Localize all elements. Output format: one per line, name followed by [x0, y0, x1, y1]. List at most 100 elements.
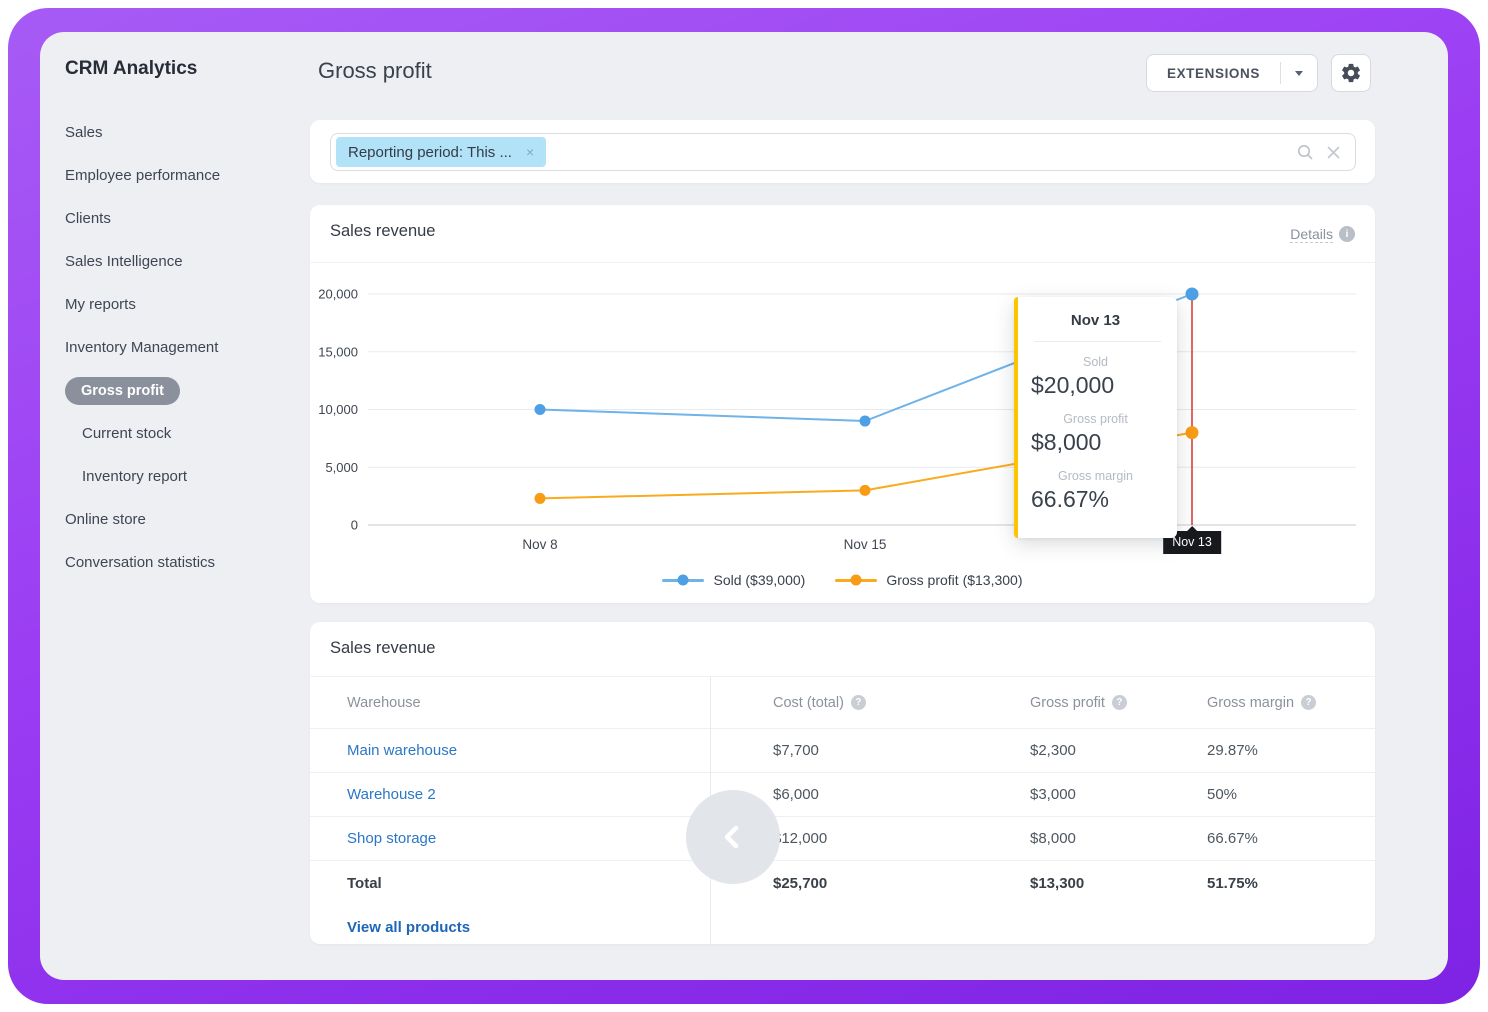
cell-gross_profit: $2,300 — [1030, 742, 1076, 759]
legend-marker — [662, 574, 705, 586]
column-header-gross_margin: Gross margin? — [1207, 695, 1375, 711]
data-point-sold[interactable] — [859, 415, 871, 427]
table-header-row: Warehouse Cost (total)? Gross profit? Gross… — [310, 677, 1375, 729]
tooltip-rows: Sold $20,000 Gross profit $8,000 Gross margi… — [1014, 355, 1177, 513]
app-panel: CRM Analytics Sales Employee performance C… — [40, 32, 1448, 980]
tooltip-row-label: Gross margin — [1057, 469, 1134, 483]
sidebar-item-employee-performance[interactable]: Employee performance — [65, 167, 221, 184]
help-icon[interactable]: ? — [1111, 695, 1127, 710]
table-row: Shop storage $12,000 $8,000 66.67% — [310, 817, 1375, 861]
chart-tooltip: Nov 13 Sold $20,000 Gross profit $8,000 Gros… — [1014, 297, 1177, 538]
footer-cell: View all products — [310, 919, 710, 936]
main-area: Gross profit EXTENSIONS — [310, 32, 1448, 980]
warehouse-table: Warehouse Cost (total)? Gross profit? Gross… — [310, 676, 1375, 948]
x-axis-tick: Nov 8 — [522, 537, 557, 552]
cell-warehouse: Main warehouse — [310, 742, 710, 759]
button-divider — [1280, 62, 1281, 84]
details-link[interactable]: Details — [1290, 226, 1333, 243]
filter-chip-label: Reporting period: This ... — [348, 143, 512, 161]
cell-warehouse: Shop storage — [310, 830, 710, 847]
cell-cost: $12,000 — [773, 830, 828, 847]
sidebar-item-clients[interactable]: Clients — [65, 210, 111, 227]
search-icon[interactable] — [1296, 143, 1314, 161]
chip-close-icon[interactable]: × — [525, 144, 535, 160]
filter-card: Reporting period: This ... × — [310, 120, 1375, 183]
tooltip-row-value: 66.67% — [1031, 486, 1110, 512]
collapse-column-button[interactable] — [686, 790, 780, 884]
total-cell: 51.75% — [1207, 875, 1258, 892]
sidebar-item-my-reports[interactable]: My reports — [65, 296, 136, 313]
legend-marker — [835, 574, 878, 586]
y-axis-tick: 5,000 — [325, 460, 358, 475]
y-axis-tick: 10,000 — [318, 402, 358, 417]
tooltip-divider — [1034, 341, 1161, 342]
view-all-products-link[interactable]: View all products — [347, 918, 471, 936]
cell-gross_margin: 29.87% — [1207, 742, 1258, 759]
warehouse-link[interactable]: Shop storage — [347, 830, 437, 847]
active-nav-pill: Gross profit — [65, 376, 180, 405]
chart-legend: Sold ($39,000) Gross profit ($13,300) — [310, 572, 1375, 588]
sidebar-item-online-store[interactable]: Online store — [65, 511, 146, 528]
extensions-dropdown-toggle[interactable] — [1281, 55, 1317, 91]
legend-dot — [850, 574, 862, 586]
extensions-button[interactable]: EXTENSIONS — [1145, 54, 1318, 92]
legend-item-gross-profit[interactable]: Gross profit ($13,300) — [835, 572, 1023, 588]
clear-search-icon[interactable] — [1326, 145, 1341, 160]
cell-gross_profit: $8,000 — [1030, 830, 1076, 847]
table-row: Main warehouse $7,700 $2,300 29.87% — [310, 729, 1375, 773]
cell-cost: $6,000 — [773, 786, 819, 803]
sales-revenue-chart-card: Sales revenue Details i 0 5,000 10,000 15,0… — [310, 205, 1375, 603]
sidebar-item-inventory-report[interactable]: Inventory report — [82, 468, 188, 485]
cell-cost: $7,700 — [773, 742, 819, 759]
warehouse-link[interactable]: Main warehouse — [347, 742, 458, 759]
cell-warehouse: Warehouse 2 — [310, 786, 710, 803]
legend-label: Gross profit ($13,300) — [886, 572, 1023, 588]
page-header: Gross profit EXTENSIONS — [310, 54, 1375, 94]
sidebar-nav: Sales Employee performance Clients Sales In… — [65, 111, 300, 584]
divider — [310, 262, 1375, 263]
sidebar-item-sales-intelligence[interactable]: Sales Intelligence — [65, 253, 183, 270]
data-point-sold[interactable] — [1185, 287, 1199, 301]
data-point-gross-profit[interactable] — [1185, 426, 1199, 440]
sidebar-item-conversation-statistics[interactable]: Conversation statistics — [65, 554, 216, 571]
column-header-warehouse: Warehouse — [310, 695, 710, 711]
legend-item-sold[interactable]: Sold ($39,000) — [662, 572, 805, 588]
sidebar-item-sales[interactable]: Sales — [65, 124, 103, 141]
data-point-gross-profit[interactable] — [534, 492, 546, 504]
sidebar-item-current-stock[interactable]: Current stock — [82, 425, 172, 442]
chevron-down-icon — [1295, 70, 1303, 76]
data-point-sold[interactable] — [534, 404, 546, 415]
total-cell: $25,700 — [773, 875, 828, 892]
sales-revenue-table-card: Sales revenue Warehouse Cost (total)? Gros… — [310, 622, 1375, 944]
settings-button[interactable] — [1331, 54, 1371, 92]
column-header-label: Cost (total) — [773, 694, 844, 711]
cell-gross_margin: 66.67% — [1207, 830, 1258, 847]
sidebar-item-gross-profit[interactable]: Gross profit — [65, 369, 300, 412]
revenue-chart-plot[interactable]: 0 5,000 10,000 15,000 20,000 Nov 8 Nov 15 — [310, 265, 1375, 565]
data-point-gross-profit[interactable] — [859, 484, 871, 496]
filter-chip[interactable]: Reporting period: This ... × — [336, 137, 547, 167]
table-total-row: Total $25,700 $13,300 51.75% — [310, 861, 1375, 906]
help-icon[interactable]: ? — [850, 695, 866, 710]
table-footer-row: View all products — [310, 906, 1375, 948]
legend-label: Sold ($39,000) — [713, 572, 806, 588]
tooltip-row-label: Sold — [1082, 355, 1109, 369]
search-box-icons — [1296, 143, 1355, 161]
warehouse-link[interactable]: Warehouse 2 — [347, 786, 436, 803]
chevron-left-icon — [724, 825, 739, 849]
info-icon[interactable]: i — [1339, 226, 1355, 242]
column-header-gross_profit: Gross profit? — [1030, 695, 1207, 711]
column-header-label: Gross margin — [1207, 694, 1295, 711]
help-icon[interactable]: ? — [1301, 695, 1317, 710]
table-row: Warehouse 2 $6,000 $3,000 50% — [310, 773, 1375, 817]
tooltip-accent-bar — [1014, 297, 1018, 538]
legend-dot — [677, 574, 689, 586]
sidebar-item-inventory-management[interactable]: Inventory Management — [65, 339, 219, 356]
search-input[interactable]: Reporting period: This ... × — [330, 133, 1356, 171]
tooltip-row-label: Gross profit — [1063, 412, 1128, 426]
window-frame: CRM Analytics Sales Employee performance C… — [8, 8, 1480, 1004]
table-title: Sales revenue — [330, 639, 436, 657]
cell-gross_profit: $3,000 — [1030, 786, 1076, 803]
extensions-button-label: EXTENSIONS — [1166, 65, 1260, 81]
total-cell: Total — [347, 875, 382, 892]
